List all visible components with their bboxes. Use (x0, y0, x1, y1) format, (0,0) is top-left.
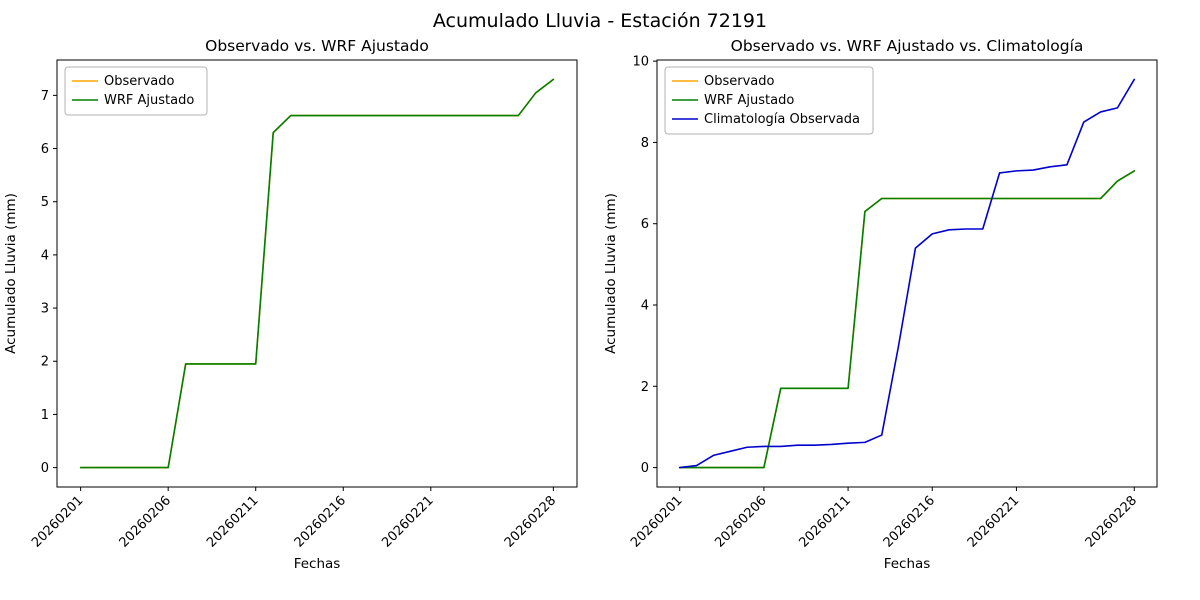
y-tick-label: 8 (641, 136, 649, 151)
subplot-observado-vs-wrf-vs-climatologia: 0 2 4 6 8 10 20260201 20260206 20260211 20260216 2… (603, 37, 1158, 572)
x-tick-label: 20260206 (117, 493, 174, 550)
y-tick-label: 4 (41, 248, 49, 263)
subplot-observado-vs-wrf: 0 1 2 3 4 5 6 7 20260201 20260206 20260211 20260216… (3, 37, 578, 572)
x-tick-label: 20260211 (797, 493, 854, 550)
y-tick-label: 3 (41, 302, 49, 317)
series-line-observado (79, 78, 555, 469)
legend-label-observado: Observado (104, 74, 175, 89)
plot-border (56, 59, 578, 488)
series-line-climatología-observada (678, 78, 1136, 469)
legend-label-wrf-ajustado: WRF Ajustado (104, 93, 194, 108)
y-tick-label: 2 (641, 380, 649, 395)
legend-box (64, 66, 208, 116)
figure-title: Acumulado Lluvia - Estación 72191 (432, 10, 768, 32)
y-axis-label: Acumulado Lluvia (mm) (603, 193, 619, 354)
y-tick-label: 0 (41, 461, 49, 476)
legend-label-observado: Observado (704, 74, 775, 89)
y-tick-label: 0 (641, 461, 649, 476)
x-tick-label: 20260216 (881, 493, 938, 550)
x-axis-label: Fechas (884, 556, 931, 572)
x-tick-label: 20260221 (379, 493, 436, 550)
x-tick-label: 20260206 (712, 493, 769, 550)
plot-border (656, 59, 1158, 488)
x-tick-label: 20260228 (502, 493, 559, 550)
series-line-wrf-ajustado (678, 170, 1136, 469)
y-tick-label: 2 (41, 355, 49, 370)
legend-label-climatología-observada: Climatología Observada (704, 112, 860, 127)
y-tick-label: 6 (641, 217, 649, 232)
x-tick-label: 20260201 (29, 493, 86, 550)
y-tick-label: 10 (632, 55, 649, 70)
y-tick-label: 4 (641, 298, 649, 313)
subplot-title: Observado vs. WRF Ajustado vs. Climatolo… (731, 37, 1084, 55)
y-axis-label: Acumulado Lluvia (mm) (3, 193, 19, 354)
legend-box (664, 66, 874, 135)
y-tick-label: 6 (41, 142, 49, 157)
series-line-wrf-ajustado (79, 78, 555, 469)
x-tick-label: 20260201 (628, 493, 685, 550)
x-tick-label: 20260211 (204, 493, 261, 550)
x-tick-label: 20260216 (292, 493, 349, 550)
y-tick-label: 7 (41, 89, 49, 104)
series-line-observado (678, 170, 1136, 469)
subplots-row: 0 1 2 3 4 5 6 7 20260201 20260206 20260211 20260216… (0, 30, 1200, 590)
legend-label-wrf-ajustado: WRF Ajustado (704, 93, 794, 108)
y-tick-label: 1 (41, 408, 49, 423)
y-tick-label: 5 (41, 195, 49, 210)
x-tick-label: 20260228 (1083, 493, 1140, 550)
subplot-title: Observado vs. WRF Ajustado (205, 37, 429, 55)
x-axis-label: Fechas (294, 556, 341, 572)
x-tick-label: 20260221 (965, 493, 1022, 550)
